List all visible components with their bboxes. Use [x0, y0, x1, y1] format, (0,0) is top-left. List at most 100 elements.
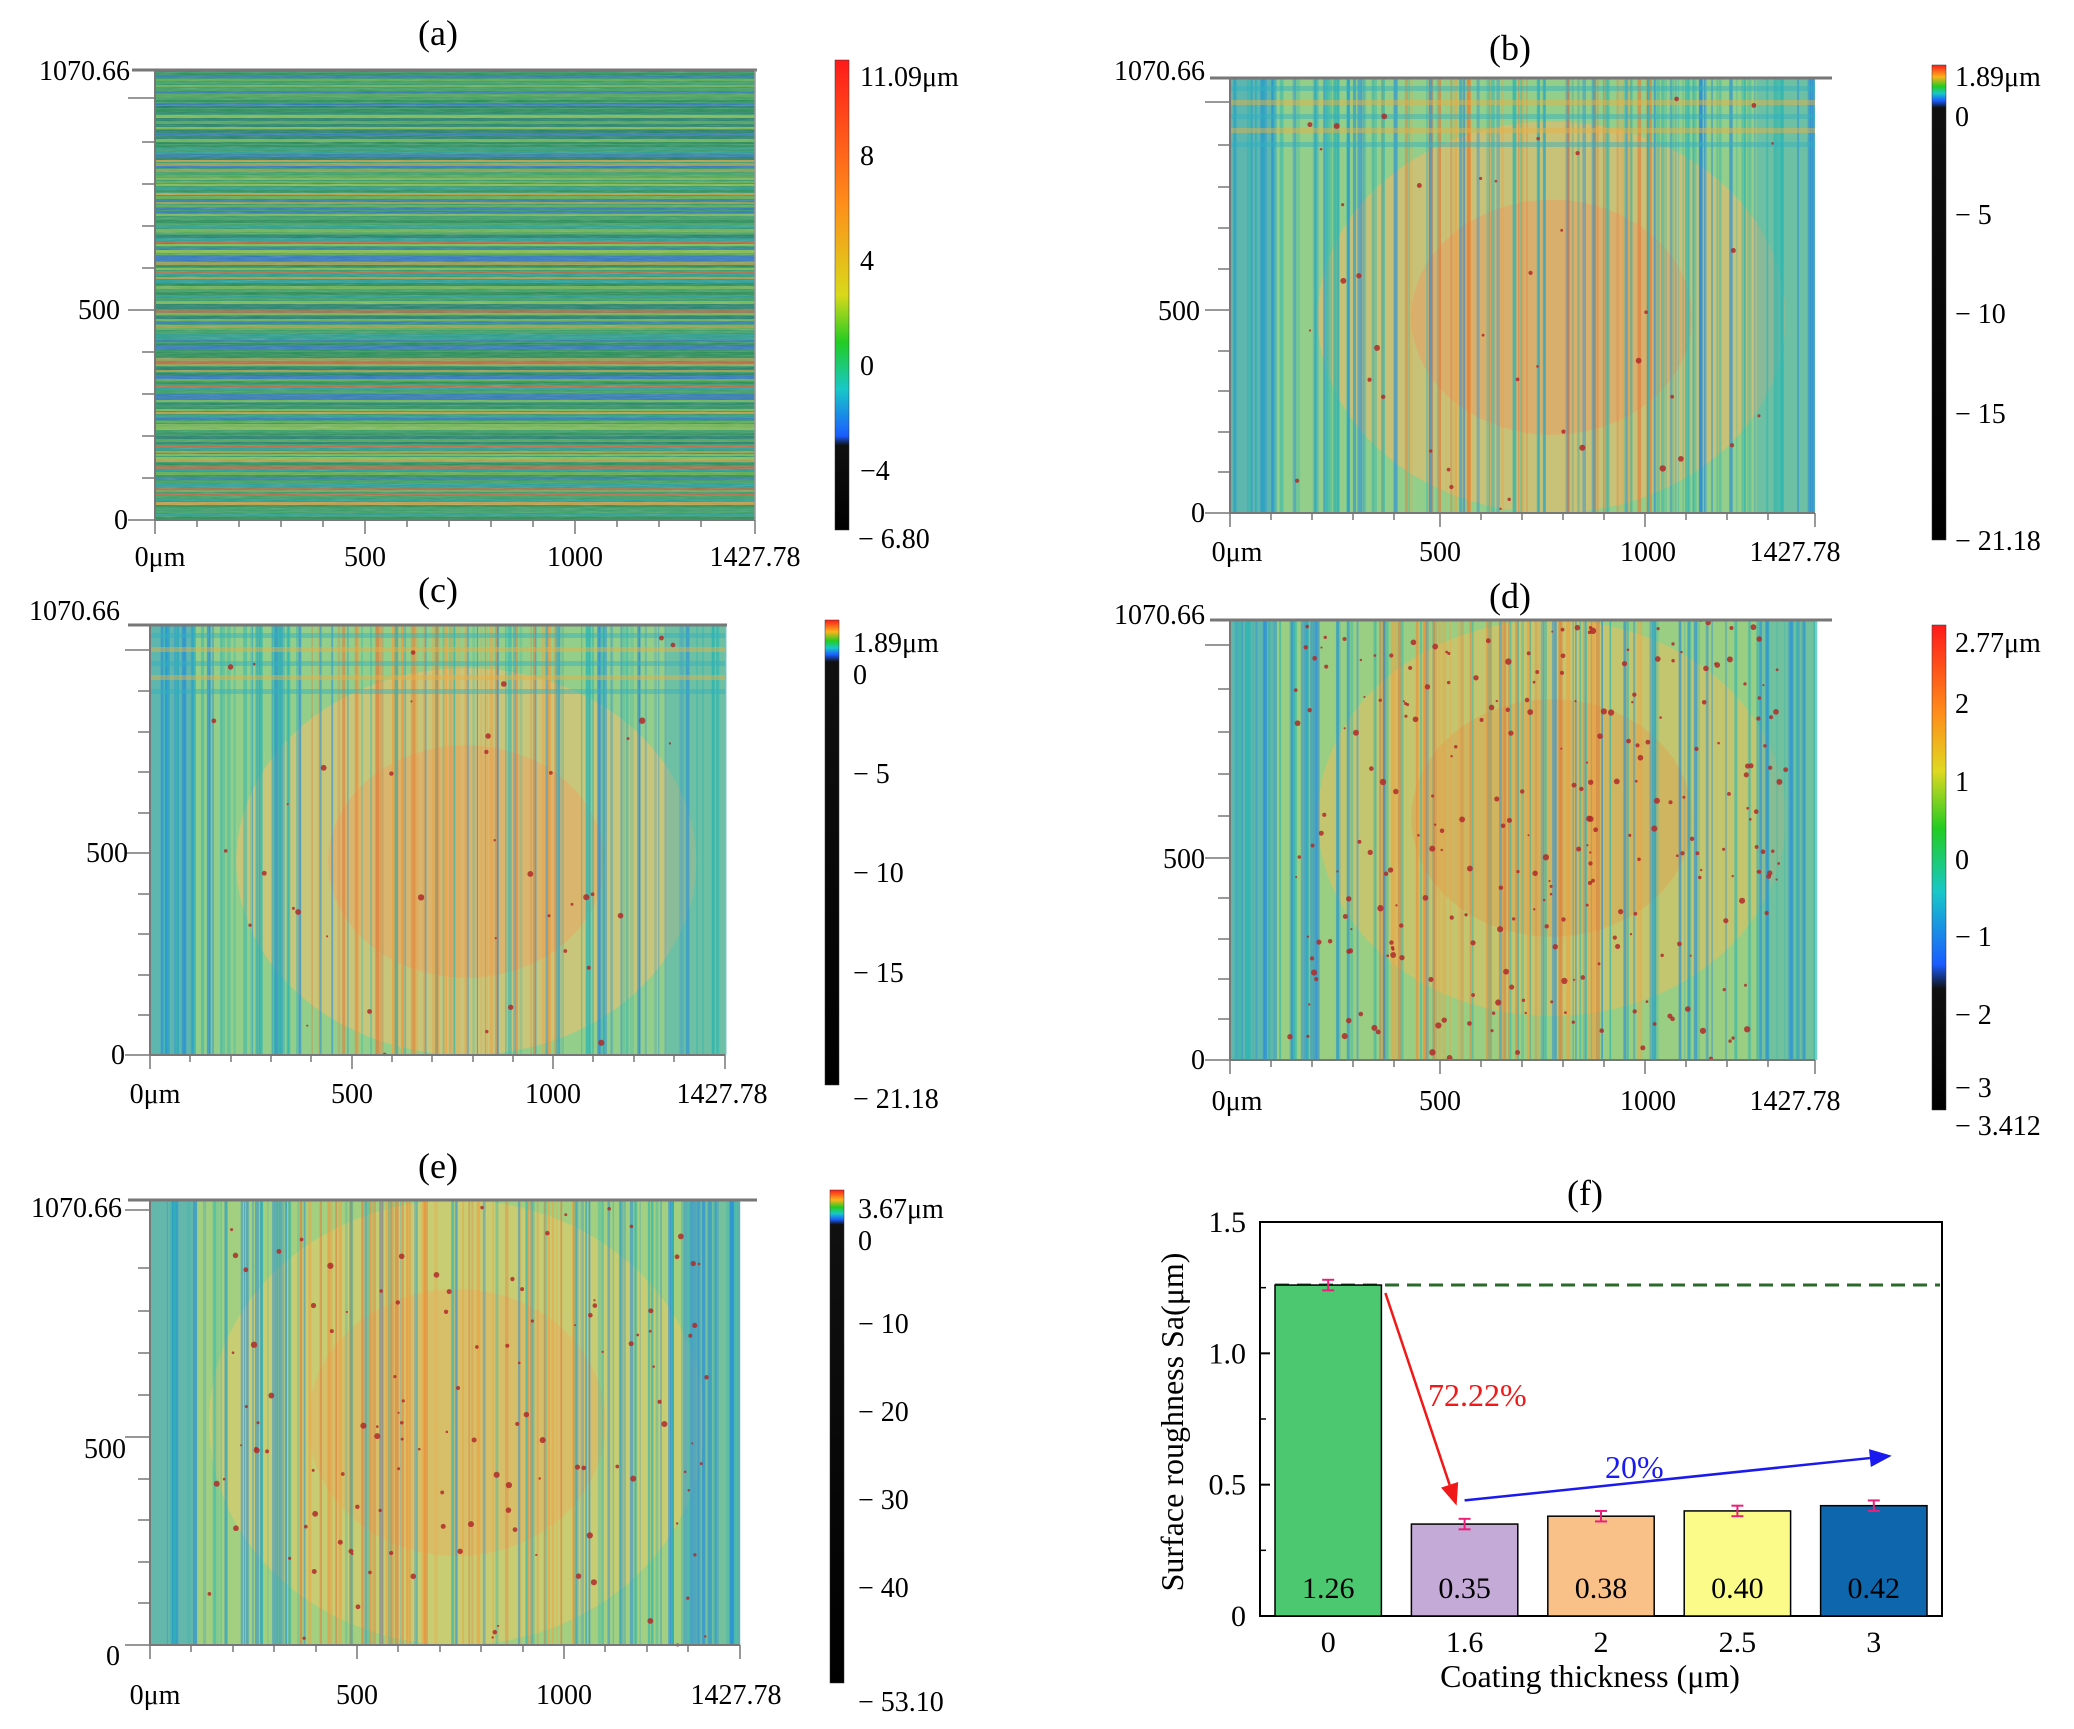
texture-line: [357, 625, 360, 1055]
texture-spot: [1757, 414, 1761, 418]
texture-spot: [1769, 715, 1774, 720]
texture-line: [417, 625, 419, 1055]
texture-spot: [652, 1365, 655, 1368]
texture-line: [1577, 78, 1580, 513]
texture-spot: [1714, 662, 1717, 665]
texture-spot: [1756, 636, 1762, 642]
texture-spot: [1440, 848, 1443, 852]
texture-line: [1497, 620, 1501, 1060]
texture-line: [272, 625, 276, 1055]
texture-spot: [1429, 449, 1433, 453]
x-tick-label: 1427.78: [677, 1079, 768, 1110]
texture-line: [562, 625, 564, 1055]
texture-line: [331, 625, 334, 1055]
texture-spot: [1613, 778, 1620, 785]
texture-line: [1314, 620, 1318, 1060]
texture-spot: [1775, 878, 1778, 881]
texture-line: [1310, 620, 1314, 1060]
texture-line: [683, 1200, 687, 1645]
texture-spot: [674, 1254, 680, 1260]
surface-texture: [155, 70, 755, 520]
texture-spot: [1375, 1029, 1381, 1035]
texture-spot: [1346, 896, 1352, 902]
texture-line: [1347, 78, 1350, 513]
y-tick-label: 1070.66: [39, 56, 130, 87]
bar-0: [1274, 1284, 1383, 1617]
x-tick-label: 500: [331, 1079, 373, 1110]
texture-line: [1605, 78, 1609, 513]
texture-spot: [475, 1345, 479, 1349]
texture-spot: [1312, 655, 1318, 661]
texture-spot: [1323, 635, 1327, 640]
texture-spot: [1445, 650, 1448, 654]
texture-line: [1438, 620, 1441, 1060]
texture-line: [1312, 620, 1316, 1060]
colorbar-tick-label: 3.67μm: [858, 1194, 944, 1225]
texture-line: [280, 1200, 285, 1645]
texture-spot: [1587, 880, 1593, 886]
texture-line: [338, 1200, 342, 1645]
texture-line: [610, 625, 613, 1055]
texture-spot: [1729, 443, 1735, 448]
texture-spot: [1533, 908, 1536, 911]
x-tick-label: 3: [1866, 1626, 1881, 1659]
texture-spot: [1464, 913, 1468, 917]
texture-spot: [1767, 870, 1773, 876]
texture-line: [658, 625, 660, 1055]
texture-line: [456, 625, 461, 1055]
y-tick-label: 0: [106, 1641, 120, 1672]
texture-line: [560, 1200, 563, 1645]
texture-line: [712, 1200, 716, 1645]
colorbar-tick-label: − 1: [1955, 922, 1992, 953]
texture-spot: [617, 912, 624, 919]
texture-line: [1268, 620, 1271, 1060]
texture-line: [1360, 78, 1365, 513]
texture-spot: [1439, 828, 1445, 833]
texture-spot: [400, 1437, 404, 1441]
texture-spot: [1521, 998, 1526, 1003]
texture-spot: [299, 1237, 304, 1242]
texture-line: [1356, 620, 1359, 1060]
texture-spot: [691, 1442, 694, 1445]
texture-line: [634, 1200, 638, 1645]
texture-spot: [1775, 668, 1779, 672]
texture-line: [714, 1200, 719, 1645]
texture-line: [1601, 620, 1603, 1060]
texture-line: [212, 1200, 214, 1645]
texture-line: [1692, 78, 1695, 513]
texture-line: [533, 625, 536, 1055]
texture-line: [1559, 620, 1563, 1060]
texture-line: [1651, 620, 1655, 1060]
increase-annotation: 20%: [1605, 1449, 1664, 1485]
colorbar-tick-label: 1.89μm: [853, 628, 939, 659]
texture-line: [423, 1200, 427, 1645]
texture-line: [531, 1200, 535, 1645]
texture-spot: [1429, 1049, 1436, 1056]
texture-spot: [1561, 429, 1566, 434]
panel-b: (b) 0μm 500 1000 1427.78 0 500 1070.66 1…: [1114, 28, 2041, 568]
texture-spot: [1327, 938, 1333, 944]
texture-line: [226, 625, 231, 1055]
texture-line: [1602, 78, 1605, 513]
texture-spot: [1731, 1036, 1735, 1040]
texture-line: [276, 1200, 279, 1645]
texture-spot: [1528, 270, 1533, 275]
texture-spot: [1322, 812, 1327, 817]
texture-line: [1564, 78, 1568, 513]
texture-spot: [340, 1472, 345, 1476]
texture-line: [552, 1200, 555, 1645]
texture-line: [1292, 78, 1297, 513]
texture-line: [1517, 620, 1520, 1060]
texture-line: [1518, 78, 1520, 513]
texture-spot: [697, 1262, 701, 1266]
texture-spot: [510, 1276, 515, 1282]
texture-line: [1250, 78, 1253, 513]
texture-line: [476, 1200, 480, 1645]
texture-spot: [1310, 969, 1318, 976]
texture-spot: [661, 1420, 668, 1427]
texture-line: [472, 625, 476, 1055]
texture-spot: [223, 849, 228, 853]
texture-line: [1329, 78, 1333, 513]
texture-line: [1298, 78, 1301, 513]
